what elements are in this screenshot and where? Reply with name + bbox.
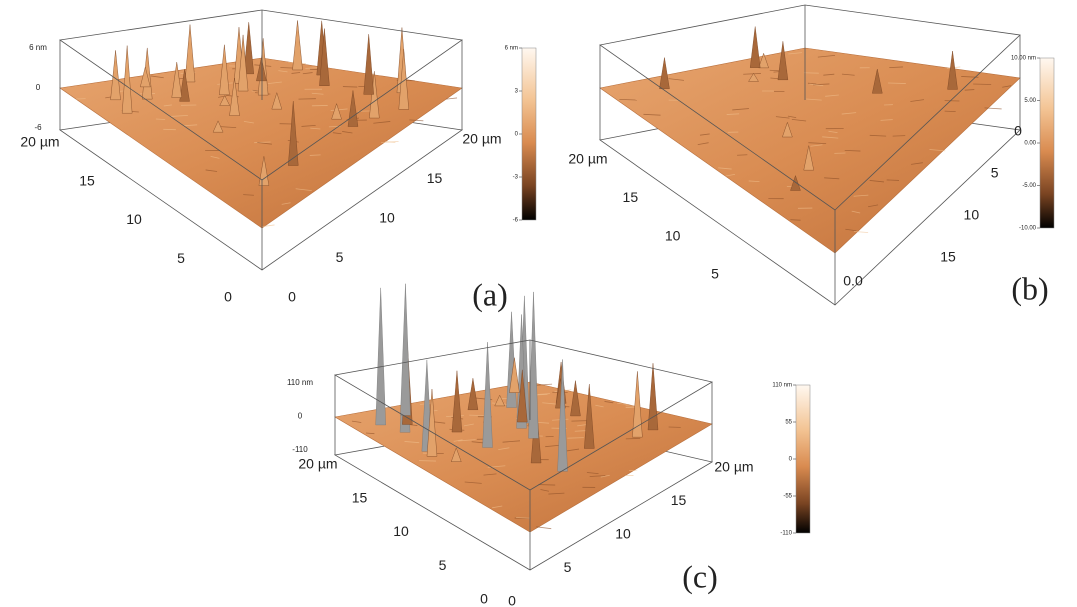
- panel-label: (a): [472, 276, 508, 312]
- z-axis-label: -6: [34, 123, 42, 132]
- right-axis-label: 10: [964, 207, 980, 223]
- left-axis-label: 15: [352, 489, 368, 505]
- left-axis-label: 0: [480, 591, 488, 607]
- colorbar-label: 0: [789, 457, 793, 463]
- panel-label: (c): [682, 558, 718, 594]
- surface-texture: [737, 155, 747, 156]
- colorbar-label: 55: [785, 420, 792, 426]
- surface-texture: [310, 155, 321, 156]
- spike: [507, 312, 517, 408]
- spike: [648, 363, 658, 430]
- origin-label: 0.0: [843, 273, 863, 289]
- colorbar-label: 0.00: [1024, 141, 1036, 147]
- spike: [750, 26, 760, 67]
- spike: [293, 20, 303, 69]
- left-axis-label: 15: [623, 189, 639, 205]
- panel: 20 µm 15 10 5 0 0 5 10 15 20 µm 6 nm 0 -6 6 nm 3 0 -3 -6 (…: [20, 10, 536, 312]
- right-axis-label: 10: [615, 526, 631, 542]
- colorbar: [522, 48, 536, 220]
- right-axis-label: 0: [1014, 123, 1022, 139]
- panel-label: (b): [1011, 270, 1048, 306]
- panel: 20 µm 15 10 5 0 0 5 10 15 20 µm 110 nm 0 -110 110 nm 5…: [287, 284, 810, 607]
- left-axis-label: 10: [665, 227, 681, 243]
- colorbar-label: 6 nm: [505, 46, 518, 52]
- surface-texture: [536, 527, 551, 529]
- surface-texture: [156, 119, 165, 120]
- z-axis-label: -110: [292, 445, 308, 454]
- colorbar-label: 0: [515, 132, 519, 138]
- left-axis-label: 10: [126, 211, 142, 227]
- right-axis-label: 15: [940, 249, 956, 265]
- surface-texture: [343, 87, 357, 88]
- right-axis-label: 20 µm: [714, 459, 753, 475]
- left-axis-label: 20 µm: [20, 134, 59, 150]
- z-axis-label: 6 nm: [29, 43, 47, 52]
- spike: [659, 58, 669, 89]
- colorbar-label: -110: [780, 531, 792, 537]
- colorbar-label: 10.00 nm: [1011, 56, 1036, 62]
- right-axis-label: 20 µm: [462, 131, 501, 147]
- colorbar-label: 3: [515, 89, 519, 95]
- left-axis-label: 5: [439, 557, 447, 573]
- right-axis-label: 10: [379, 210, 395, 226]
- surface-texture: [887, 180, 899, 181]
- colorbar-label: -55: [783, 494, 792, 500]
- right-axis-label: 15: [427, 170, 443, 186]
- right-axis-label: 15: [671, 492, 687, 508]
- right-axis-label: 5: [564, 559, 572, 575]
- right-axis-label: 5: [991, 165, 999, 181]
- colorbar-label: -5.00: [1022, 183, 1036, 189]
- left-axis-label: 5: [711, 266, 719, 282]
- spike: [111, 50, 121, 99]
- right-axis-label: 0: [288, 289, 296, 305]
- colorbar-label: 110 nm: [772, 383, 792, 389]
- spike: [632, 371, 642, 437]
- spike: [400, 284, 410, 416]
- afm-figure: 20 µm 15 10 5 0 0 5 10 15 20 µm 6 nm 0 -6 6 nm 3 0 -3 -6 (…: [0, 0, 1077, 607]
- left-axis-label: 15: [79, 172, 95, 188]
- left-axis-label: 10: [393, 523, 409, 539]
- z-axis-label: 0: [36, 83, 41, 92]
- colorbar: [1040, 58, 1054, 228]
- left-axis-label: 0: [224, 289, 232, 305]
- surface-texture: [571, 421, 588, 422]
- spike: [364, 34, 374, 94]
- z-axis-label: 0: [298, 412, 303, 421]
- colorbar-label: -10.00: [1019, 226, 1037, 232]
- panel: 20 µm 15 10 5 15 10 5 0 0.0 10.00 nm 5.00 0.00 -5.00…: [568, 5, 1054, 306]
- left-axis-label: 20 µm: [568, 151, 607, 167]
- spike: [185, 25, 195, 82]
- left-axis-label: 20 µm: [298, 456, 337, 472]
- right-axis-label: 0: [508, 593, 516, 607]
- colorbar-label: -3: [513, 175, 519, 181]
- right-axis-label: 5: [336, 249, 344, 265]
- z-axis-label: 110 nm: [287, 378, 313, 387]
- colorbar-label: 5.00: [1024, 98, 1036, 104]
- colorbar-label: -6: [513, 218, 519, 224]
- left-axis-label: 5: [177, 250, 185, 266]
- colorbar: [796, 385, 810, 533]
